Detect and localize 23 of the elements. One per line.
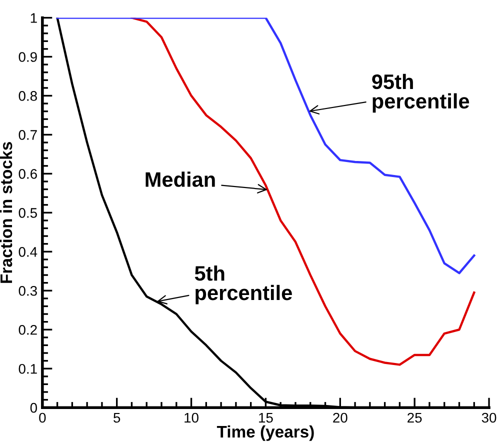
y-tick-label: 0.7: [18, 130, 37, 140]
x-tick-label: 25: [408, 412, 422, 423]
y-tick-label: 0.3: [18, 286, 37, 296]
x-tick-label: 30: [482, 412, 496, 423]
y-tick-label: 0: [30, 402, 38, 413]
y-tick-label: 0.5: [18, 208, 37, 218]
annotation: 95th percentile: [372, 74, 470, 113]
x-tick-label: 10: [184, 412, 198, 423]
y-tick-label: 0.8: [18, 91, 37, 101]
annotation: Median: [146, 172, 215, 187]
y-tick-label: 1: [30, 13, 37, 23]
y-axis-title: Fraction in stocks: [0, 142, 12, 283]
y-tick-label: 0.9: [18, 52, 37, 62]
y-tick-label: 0.2: [18, 324, 37, 335]
annotation: 5th percentile: [194, 265, 292, 304]
y-tick-label: 0.6: [18, 169, 37, 179]
x-tick-label: 20: [333, 412, 348, 423]
x-axis-title: Time (years): [216, 425, 314, 441]
y-tick-label: 0.4: [18, 246, 38, 257]
x-tick-label: 5: [114, 412, 120, 423]
y-tick-label: 0.1: [18, 364, 37, 374]
x-tick-label: 0: [39, 412, 46, 423]
x-tick-label: 15: [259, 412, 273, 423]
